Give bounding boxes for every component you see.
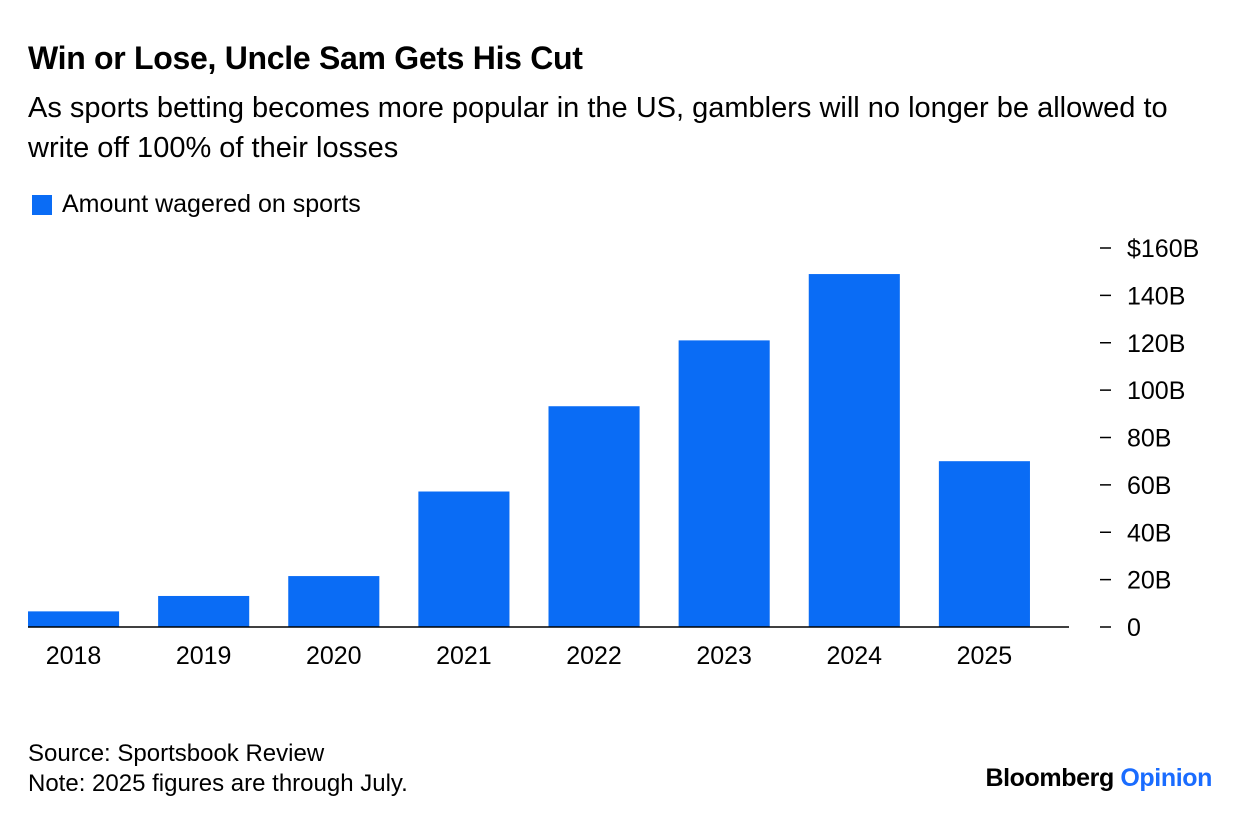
bar-2022 <box>548 406 640 627</box>
y-tick-label-20: 20B <box>1127 567 1171 595</box>
bar-2023 <box>678 340 770 627</box>
x-tick-label-2023: 2023 <box>696 642 752 670</box>
y-tick-label-60: 60B <box>1127 472 1171 500</box>
x-tick-label-2018: 2018 <box>46 642 102 670</box>
x-tick-label-2019: 2019 <box>176 642 232 670</box>
x-tick-label-2021: 2021 <box>436 642 492 670</box>
y-tick-label-40: 40B <box>1127 519 1171 547</box>
y-tick-label-0: 0 <box>1127 614 1141 642</box>
x-tick-label-2024: 2024 <box>826 642 882 670</box>
brand-name: Bloomberg <box>985 764 1114 792</box>
bar-2024 <box>808 274 900 627</box>
x-tick-label-2022: 2022 <box>566 642 622 670</box>
brand-logo: Bloomberg Opinion <box>985 764 1212 793</box>
chart-subtitle: As sports betting becomes more popular i… <box>28 92 1168 164</box>
chart-title: Win or Lose, Uncle Sam Gets His Cut <box>28 40 583 76</box>
brand-section: Opinion <box>1120 764 1212 792</box>
note-text: Note: 2025 figures are through July. <box>28 770 408 797</box>
source-text: Source: Sportsbook Review <box>28 740 325 767</box>
bar-2020 <box>288 576 380 627</box>
y-tick-label-120: 120B <box>1127 330 1185 358</box>
y-tick-label-160: $160B <box>1127 235 1199 263</box>
legend-label: Amount wagered on sports <box>62 190 361 218</box>
legend-swatch <box>32 194 52 215</box>
y-tick-label-100: 100B <box>1127 377 1185 405</box>
y-tick-label-80: 80B <box>1127 425 1171 453</box>
bar-2019 <box>158 595 250 627</box>
bar-2021 <box>418 491 510 627</box>
x-tick-label-2020: 2020 <box>306 642 362 670</box>
legend: Amount wagered on sports <box>32 190 361 219</box>
y-tick-label-140: 140B <box>1127 282 1185 310</box>
bar-2025 <box>938 461 1030 627</box>
bar-2018 <box>28 611 120 627</box>
x-tick-label-2025: 2025 <box>957 642 1013 670</box>
